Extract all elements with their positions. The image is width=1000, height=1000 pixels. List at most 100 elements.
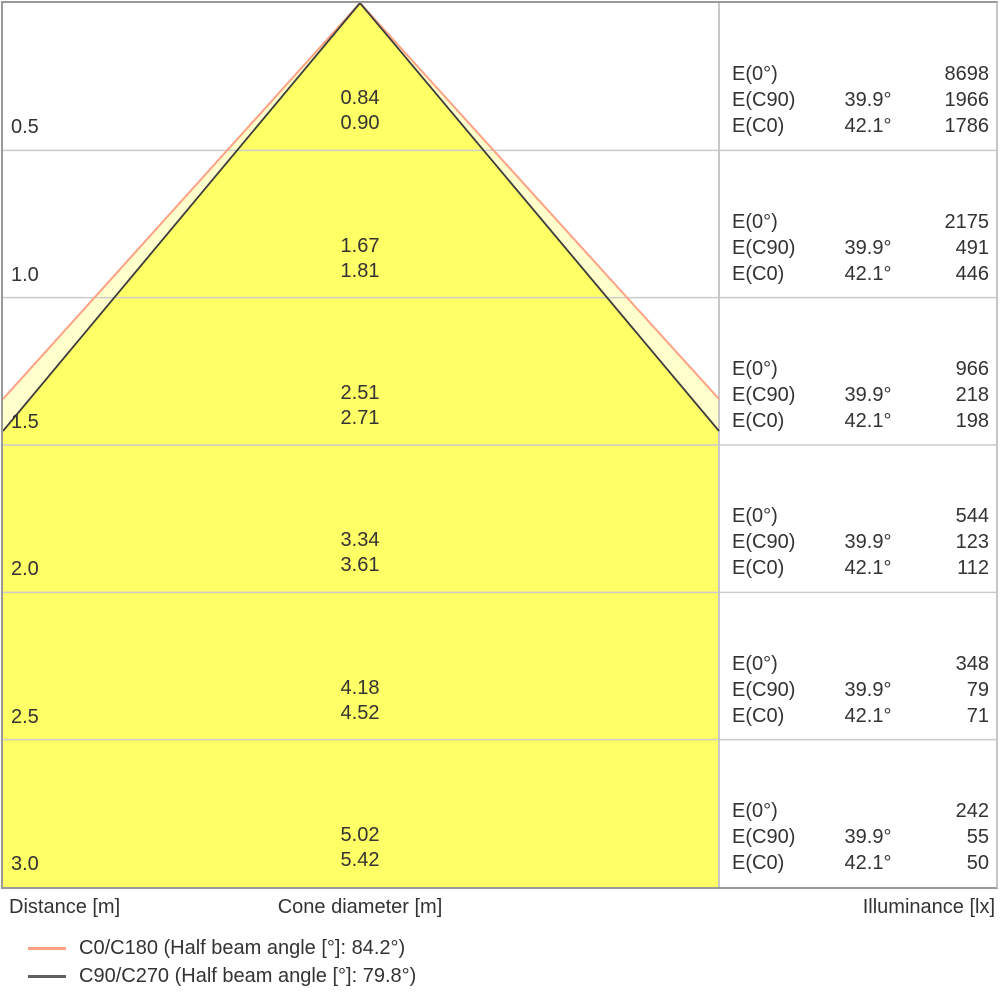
e0-line: E(0°) 2175 [732,209,989,235]
cone-diameter-values: 4.18 4.52 [260,676,460,726]
c90-line-swatch [28,974,66,978]
cone-diameter-values: 2.51 2.71 [260,381,460,431]
ec90-angle: 39.9° [844,825,892,848]
ec0-value: 446 [955,262,989,285]
e0-line: E(0°) 242 [732,798,989,824]
legend-item-c90-c270: C90/C270 (Half beam angle [°]: 79.8°) [28,962,416,990]
cone-diameter-c90: 2.51 [340,381,380,404]
cone-diameter-c90: 5.02 [340,823,380,846]
illuminance-block: E(0°) 966 E(C90) 39.9° 218 E(C0) 42.1° 1… [732,356,989,434]
axis-labels: Distance [m] Cone diameter [m] Illuminan… [1,896,997,922]
ec0-angle: 42.1° [844,851,892,874]
chart-row-0-5m: 0.5 0.84 0.90 E(0°) 8698 E(C90) 39.9° 19… [3,3,996,150]
ec0-angle: 42.1° [844,704,892,727]
cone-diameter-c0: 4.52 [340,701,380,724]
ec90-angle: 39.9° [844,236,892,259]
ec0-value: 112 [957,557,989,580]
ec0-label: E(C0) [732,409,785,432]
c0-edge-right [359,3,720,400]
ec0-line: E(C0) 42.1° 198 [732,408,989,434]
cone-diameter-c0: 2.71 [340,406,380,429]
cone-diameter-c90: 0.84 [340,87,380,110]
ec90-line: E(C90) 39.9° 491 [732,235,989,261]
ec0-angle: 42.1° [844,115,892,138]
e0-angle [822,798,914,824]
ec0-value: 50 [966,851,989,874]
c90-edge-left [3,3,361,432]
chart-row-3-0m: 3.0 5.02 5.42 E(0°) 242 E(C90) 39.9° 55 … [3,740,996,887]
e0-value: 2175 [944,210,990,233]
legend-label-c0-c180: C0/C180 (Half beam angle [°]: 84.2°) [79,936,406,959]
ec90-label: E(C90) [732,825,796,848]
ec0-angle: 42.1° [844,409,892,432]
e0-line: E(0°) 8698 [732,61,989,87]
ec0-label: E(C0) [732,851,785,874]
e0-label: E(0°) [732,505,778,528]
chart-row-1-5m: 1.5 2.51 2.71 E(0°) 966 E(C90) 39.9° 218… [3,298,996,445]
ec90-label: E(C90) [732,383,796,406]
e0-label: E(0°) [732,210,778,233]
illuminance-block: E(0°) 8698 E(C90) 39.9° 1966 E(C0) 42.1°… [732,61,989,139]
ec0-line: E(C0) 42.1° 112 [732,555,989,581]
ec90-label: E(C90) [732,236,796,259]
cone-diameter-c0: 1.81 [340,259,380,282]
e0-value: 544 [955,505,989,528]
e0-line: E(0°) 544 [732,503,989,529]
cone-diameter-values: 5.02 5.42 [260,823,460,873]
chart-area: 0.5 0.84 0.90 E(0°) 8698 E(C90) 39.9° 19… [1,1,998,889]
ec0-line: E(C0) 42.1° 71 [732,703,989,729]
illuminance-block: E(0°) 544 E(C90) 39.9° 123 E(C0) 42.1° 1… [732,503,989,581]
ec90-value: 218 [955,383,989,406]
ec0-line: E(C0) 42.1° 1786 [732,113,989,139]
chart-row-2-0m: 2.0 3.34 3.61 E(0°) 544 E(C90) 39.9° 123… [3,445,996,592]
e0-label: E(0°) [732,799,778,822]
ec90-angle: 39.9° [844,383,892,406]
ec0-value: 198 [955,409,989,432]
ec0-value: 1786 [944,115,990,138]
cone-diameter-values: 0.84 0.90 [260,86,460,136]
e0-line: E(0°) 348 [732,651,989,677]
ec90-label: E(C90) [732,89,796,112]
ec0-label: E(C0) [732,262,785,285]
distance-axis-label: Distance [m] [9,896,121,918]
cone-diameter-c90: 1.67 [340,234,380,257]
e0-angle [822,356,914,382]
c0-edge-left [3,3,361,400]
ec90-value: 55 [966,825,989,848]
ec90-angle: 39.9° [844,89,892,112]
ec90-line: E(C90) 39.9° 1966 [732,87,989,113]
distance-label: 2.0 [11,558,39,581]
e0-line: E(0°) 966 [732,356,989,382]
cone-diameter-values: 1.67 1.81 [260,234,460,284]
ec90-label: E(C90) [732,531,796,554]
e0-label: E(0°) [732,652,778,675]
ec0-angle: 42.1° [844,557,892,580]
ec90-line: E(C90) 39.9° 55 [732,824,989,850]
cone-diameter-axis-label: Cone diameter [m] [277,896,443,918]
e0-angle [822,61,914,87]
ec0-value: 71 [966,704,989,727]
e0-value: 8698 [944,63,990,86]
ec90-line: E(C90) 39.9° 79 [732,677,989,703]
ec90-label: E(C90) [732,678,796,701]
e0-angle [822,651,914,677]
legend-label-c90-c270: C90/C270 (Half beam angle [°]: 79.8°) [79,964,417,987]
illuminance-block: E(0°) 2175 E(C90) 39.9° 491 E(C0) 42.1° … [732,209,989,287]
ec0-label: E(C0) [732,704,785,727]
chart-row-2-5m: 2.5 4.18 4.52 E(0°) 348 E(C90) 39.9° 79 … [3,592,996,739]
e0-label: E(0°) [732,63,778,86]
cone-diameter-c0: 5.42 [340,848,380,871]
legend-item-c0-c180: C0/C180 (Half beam angle [°]: 84.2°) [28,934,416,962]
distance-label: 1.5 [11,410,39,433]
cone-diameter-values: 3.34 3.61 [260,528,460,578]
ec0-label: E(C0) [732,115,785,138]
c90-edge-right [359,3,720,432]
e0-value: 966 [955,357,989,380]
ec90-line: E(C90) 39.9° 123 [732,529,989,555]
e0-value: 242 [955,799,989,822]
cone-diameter-c0: 0.90 [340,112,380,135]
cone-diameter-c90: 4.18 [340,676,380,699]
cone-diameter-c90: 3.34 [340,529,380,552]
cone-plot [3,3,996,887]
